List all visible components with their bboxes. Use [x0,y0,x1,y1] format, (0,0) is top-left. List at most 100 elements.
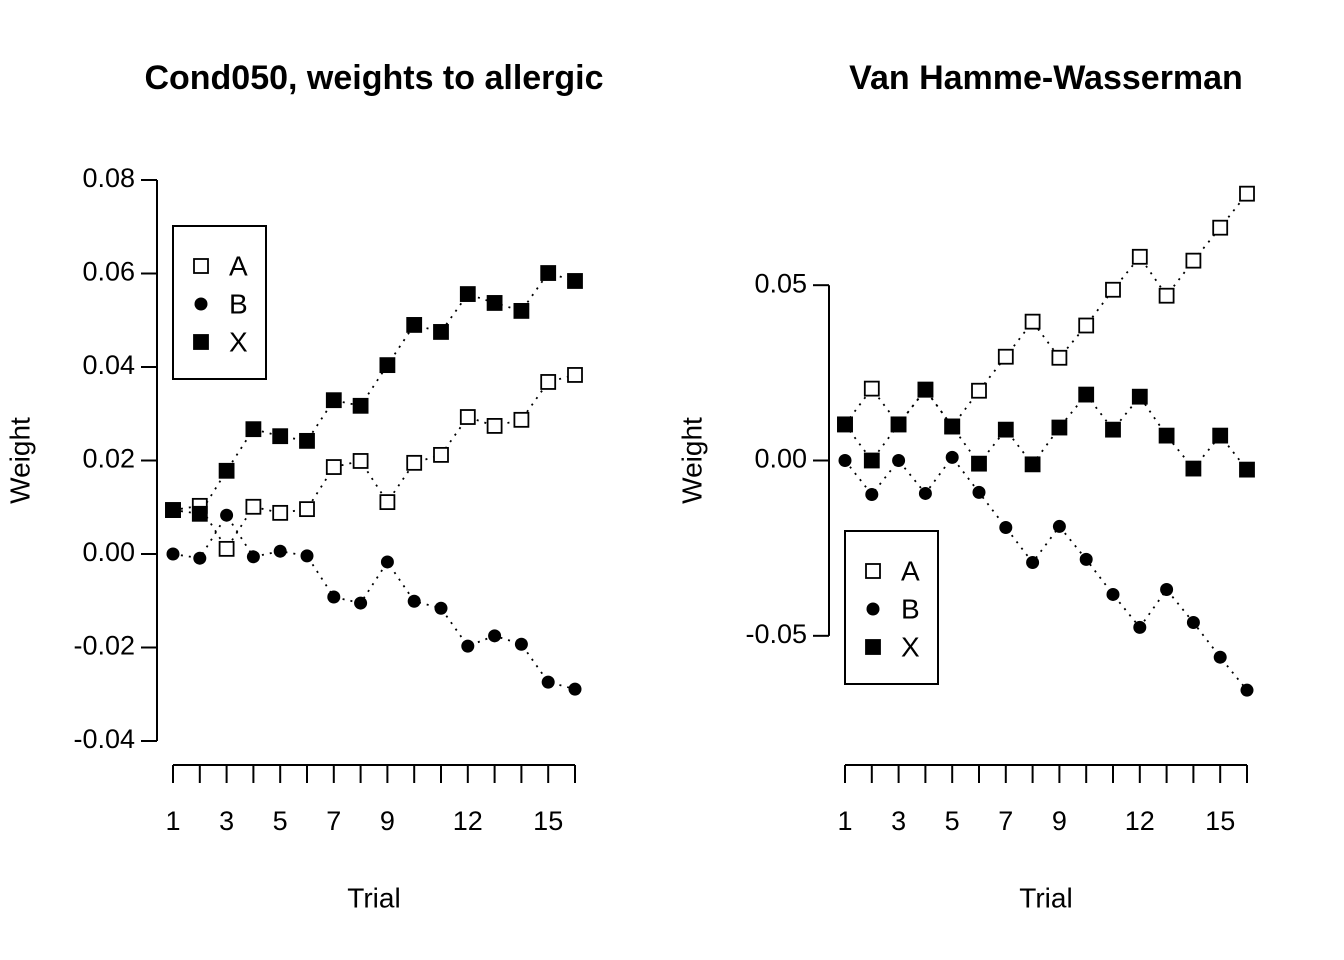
point [272,428,289,445]
point [838,454,852,467]
point [1024,456,1041,473]
point [325,392,342,409]
point [486,295,503,311]
x-tick-label: 9 [1052,806,1067,836]
point [434,601,448,615]
point [406,317,423,333]
point [541,675,555,689]
legend-box [844,530,939,685]
y-axis-label: Weight [676,417,707,504]
point [352,453,369,469]
x-tick-label: 5 [273,806,288,836]
point [273,544,287,558]
legend-label: X [901,631,920,662]
point [863,380,880,397]
point [1131,248,1148,265]
point [997,348,1014,365]
point [245,498,262,515]
y-tick-label: 0.05 [754,268,807,298]
point [325,459,342,475]
point [166,547,180,561]
point [1185,460,1202,477]
point [354,596,368,610]
legend-label: A [229,250,248,281]
point [165,502,181,518]
x-tick-label: 9 [380,806,395,836]
point [1240,683,1254,697]
point [890,416,907,433]
point [191,505,208,522]
point [513,411,530,428]
y-tick-label: 0.00 [82,537,135,567]
point [971,455,987,472]
chart-title: Cond050, weights to allergic [144,59,603,97]
y-tick-label: 0.08 [82,163,135,193]
legend-symbol [865,639,881,655]
legend-label: A [901,555,920,586]
point [218,540,235,557]
point [299,501,315,518]
point [1239,185,1255,202]
series-line [844,193,1248,429]
point [220,508,234,522]
point [1160,583,1174,597]
x-tick-label: 7 [998,806,1013,836]
point [997,421,1014,438]
point [1106,587,1120,601]
legend-label: X [229,326,248,357]
y-tick-label: 0.04 [82,350,135,380]
y-axis-label: Weight [4,417,35,504]
series-line [844,455,1248,691]
y-tick-label: 0.02 [82,444,135,474]
y-tick-label: -0.04 [73,724,135,754]
y-tick-label: 0.00 [754,444,807,474]
point [1158,287,1175,304]
point [379,357,396,374]
point [459,409,476,425]
legend-box [172,225,267,380]
legend-label: B [901,593,920,624]
point [1133,620,1147,634]
point [461,639,475,653]
point [272,504,289,521]
point [1239,461,1255,478]
chart-title: Van Hamme-Wasserman [849,59,1243,97]
point [1212,427,1229,444]
point [1213,650,1227,664]
point [513,302,530,319]
point [944,418,961,435]
point [971,382,987,399]
x-tick-label: 12 [453,806,483,836]
point [459,286,476,302]
x-tick-label: 12 [1125,806,1155,836]
point [407,594,421,608]
point [540,265,557,281]
point [1185,252,1202,269]
point [1078,386,1095,403]
legend-symbol [865,563,881,579]
point [245,421,262,438]
point [327,590,341,604]
point [218,462,235,479]
point [433,324,449,340]
x-tick-label: 1 [837,806,852,836]
point [1079,552,1093,566]
series-line [172,374,576,551]
point [433,446,449,463]
y-tick-label: 0.06 [82,257,135,287]
legend-label: B [229,288,248,319]
point [379,494,396,511]
point [488,629,502,643]
point [486,418,503,434]
point [1158,427,1175,444]
legend-symbol [193,334,209,350]
point [972,485,986,499]
point [1078,317,1095,334]
point [918,486,932,500]
legend-symbol [866,602,880,616]
legend-symbol [193,258,209,274]
point [1105,421,1121,438]
point [1051,349,1068,366]
point [1024,313,1041,330]
